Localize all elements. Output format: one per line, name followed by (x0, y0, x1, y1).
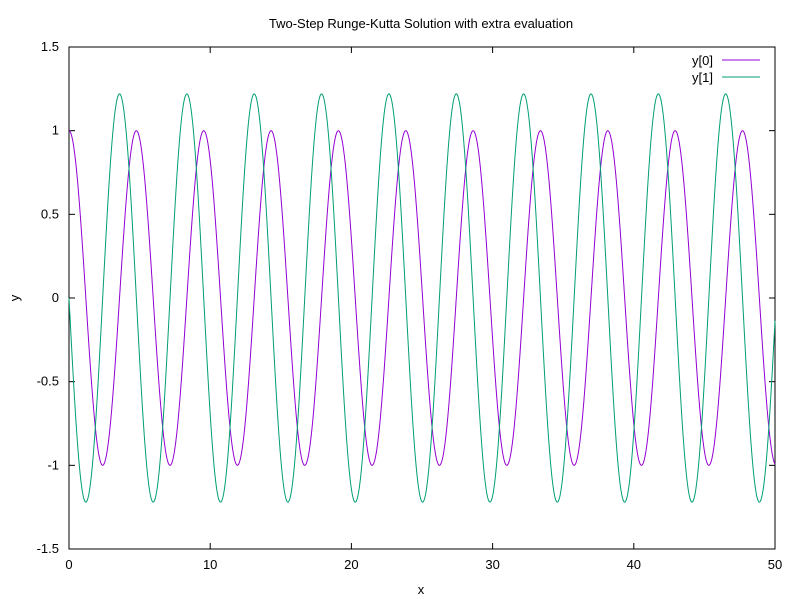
x-tick-label: 20 (344, 557, 358, 572)
y-tick-label: 1 (52, 123, 59, 138)
y-axis-label: y (7, 294, 22, 301)
x-tick-label: 30 (485, 557, 499, 572)
tick-marks (68, 46, 776, 550)
y-tick-label: 0.5 (41, 206, 59, 221)
legend: y[0] y[1] (692, 53, 760, 85)
y-tick-label: 0 (52, 290, 59, 305)
x-tick-label: 0 (65, 557, 72, 572)
x-tick-label: 40 (627, 557, 641, 572)
series-line-y0 (68, 130, 776, 466)
tick-labels: 0 10 20 30 40 50 -1.5 -1 -0.5 0 0.5 1 1.5 (37, 39, 783, 572)
y-tick-label: -1.5 (37, 541, 59, 556)
legend-label-y1: y[1] (692, 70, 713, 85)
series-line-y1 (68, 93, 776, 503)
legend-label-y0: y[0] (692, 53, 713, 68)
chart-title: Two-Step Runge-Kutta Solution with extra… (269, 16, 573, 31)
series-lines (68, 93, 776, 503)
x-tick-label: 50 (768, 557, 782, 572)
y-tick-label: 1.5 (41, 39, 59, 54)
x-axis-label: x (418, 582, 425, 597)
x-tick-label: 10 (203, 557, 217, 572)
plot-frame (68, 46, 776, 550)
y-tick-label: -1 (47, 457, 59, 472)
y-tick-label: -0.5 (37, 374, 59, 389)
